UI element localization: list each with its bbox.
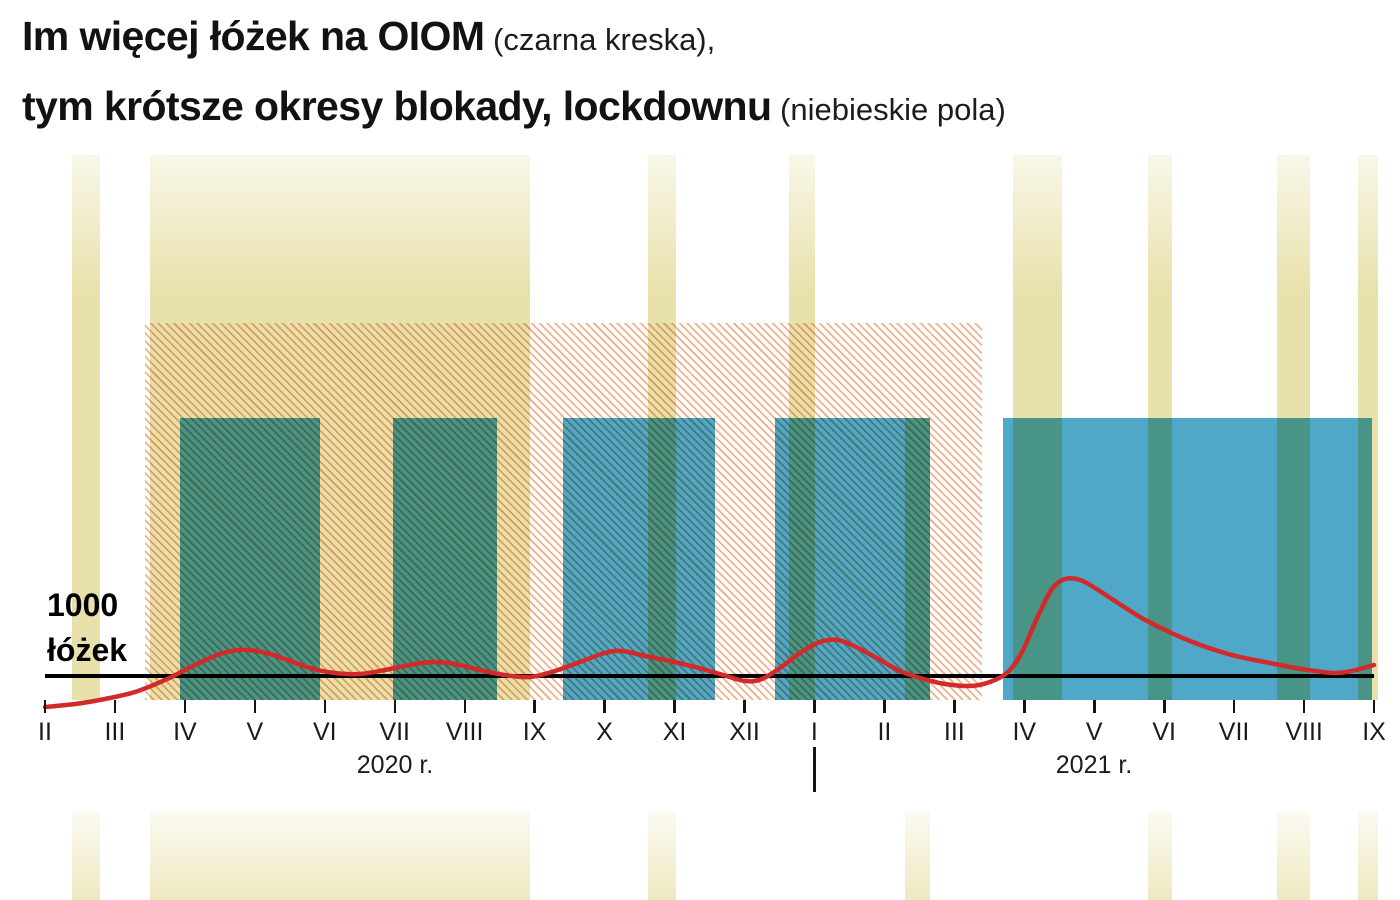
month-tick xyxy=(183,700,187,713)
month-label: I xyxy=(810,718,818,746)
title-line-1: Im więcej łóżek na OIOM (czarna kreska), xyxy=(22,6,1006,76)
month-label: XI xyxy=(662,718,687,746)
month-tick xyxy=(743,700,746,713)
month-label: VIII xyxy=(445,718,484,746)
month-tick xyxy=(43,700,47,713)
month-tick xyxy=(463,700,466,713)
month-label: III xyxy=(943,718,965,746)
reference-line-label: 1000 łóżek xyxy=(47,583,127,673)
holiday-band-bottom xyxy=(1148,812,1172,900)
month-label: IX xyxy=(522,718,547,746)
month-label: II xyxy=(38,718,52,746)
month-label: X xyxy=(596,718,613,746)
month-tick xyxy=(1023,700,1026,713)
holiday-band-bottom xyxy=(150,812,530,900)
month-label: IX xyxy=(1362,718,1386,746)
title-line2-bold: tym krótsze okresy blokady, lockdownu xyxy=(22,83,772,129)
month-tick xyxy=(603,700,606,713)
month-tick xyxy=(1232,700,1236,713)
holiday-band-bottom xyxy=(905,812,930,900)
month-tick xyxy=(393,700,396,713)
year-divider xyxy=(813,747,816,792)
month-tick xyxy=(113,700,117,713)
holiday-band-bottom xyxy=(1277,812,1310,900)
holiday-band-bottom xyxy=(1358,812,1378,900)
month-label: IV xyxy=(173,718,197,746)
year-label-2020: 2020 r. xyxy=(356,751,434,779)
month-label: V xyxy=(246,718,264,746)
year-label-2021: 2021 r. xyxy=(1055,751,1133,779)
reference-label-value: 1000 xyxy=(47,587,119,623)
title-line-2: tym krótsze okresy blokady, lockdownu (n… xyxy=(22,76,1006,146)
month-tick xyxy=(1163,700,1166,713)
month-tick xyxy=(1302,700,1306,713)
holiday-band xyxy=(1358,155,1378,700)
month-label: VI xyxy=(312,718,337,746)
month-label: IV xyxy=(1012,718,1037,746)
month-tick xyxy=(253,700,257,713)
holiday-band-bottom xyxy=(648,812,676,900)
month-label: III xyxy=(104,718,126,746)
month-label: II xyxy=(877,718,892,746)
month-tick xyxy=(673,700,676,713)
month-label: VII xyxy=(379,718,410,746)
month-label: XII xyxy=(729,718,760,746)
month-tick xyxy=(813,700,816,713)
month-label: VII xyxy=(1218,718,1250,746)
month-tick xyxy=(1093,700,1096,713)
title-line1-bold: Im więcej łóżek na OIOM xyxy=(22,13,485,59)
reference-label-unit: łóżek xyxy=(47,632,128,668)
month-tick xyxy=(323,700,327,713)
holiday-band-bottom xyxy=(72,812,100,900)
month-tick xyxy=(883,700,886,713)
month-label: VI xyxy=(1152,718,1176,746)
month-tick xyxy=(533,700,536,713)
chart-title: Im więcej łóżek na OIOM (czarna kreska),… xyxy=(22,6,1006,146)
month-label: VIII xyxy=(1285,718,1323,746)
month-tick xyxy=(953,700,956,713)
title-line1-note: (czarna kreska), xyxy=(484,22,716,57)
month-tick xyxy=(1372,700,1376,713)
title-line2-note: (niebieskie pola) xyxy=(771,92,1006,127)
month-label: V xyxy=(1085,718,1103,746)
